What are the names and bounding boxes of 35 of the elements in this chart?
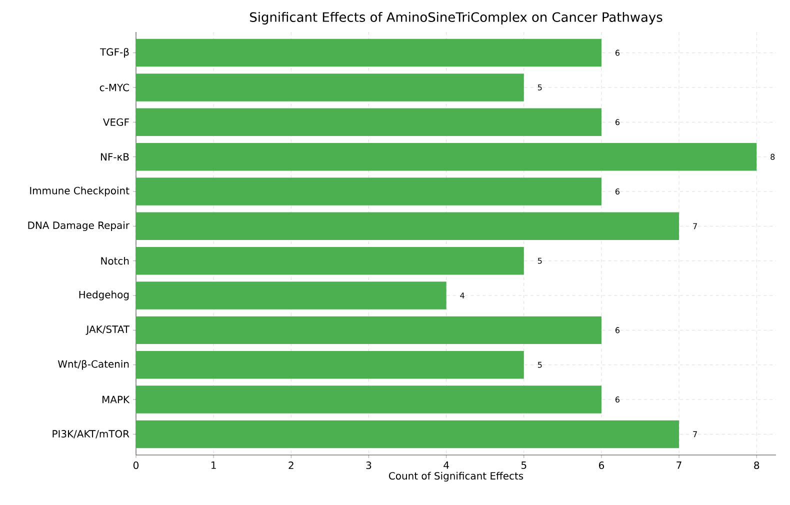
x-tick-label: 0	[133, 462, 139, 470]
y-tick-label: PI3K/AKT/mTOR	[52, 430, 130, 438]
y-tick-label: Wnt/β-Catenin	[58, 360, 129, 370]
x-tick-label: 5	[521, 462, 526, 469]
y-tick-label: DNA Damage Repair	[28, 221, 130, 231]
bar	[136, 316, 602, 344]
y-tick-label: MAPK	[102, 396, 130, 404]
y-tick-label: c-MYC	[100, 84, 129, 92]
y-tick-label: JAK/STAT	[86, 325, 130, 335]
y-tick-label: TGF-β	[100, 48, 129, 58]
y-tick-label: Notch	[101, 256, 129, 265]
bar	[136, 282, 446, 310]
bar	[136, 178, 602, 206]
bar	[136, 386, 602, 414]
bar	[136, 74, 524, 102]
x-tick-label: 4	[444, 462, 449, 469]
x-axis-title: Count of Significant Effects	[389, 472, 524, 482]
bar	[136, 142, 757, 171]
bar	[136, 420, 680, 448]
bar	[136, 212, 680, 240]
chart-title: Significant Effects of AminoSineTriComplex on Cancer Pathways	[250, 12, 662, 24]
x-tick-label: 2	[288, 462, 294, 469]
x-tick-label: 1	[212, 462, 216, 469]
x-tick-label: 7	[676, 462, 682, 469]
bar	[136, 246, 524, 275]
y-tick-label: NF-κB	[100, 153, 129, 160]
y-tick-label: Hedgehog	[79, 290, 129, 300]
y-tick-label: VEGF	[103, 118, 129, 126]
x-tick-label: 8	[754, 462, 760, 470]
x-tick-label: 6	[599, 462, 604, 470]
bar	[136, 350, 524, 379]
bar	[136, 38, 602, 67]
bar	[136, 108, 602, 136]
y-tick-label: Immune Checkpoint	[30, 186, 130, 196]
x-tick-label: 3	[366, 462, 372, 470]
